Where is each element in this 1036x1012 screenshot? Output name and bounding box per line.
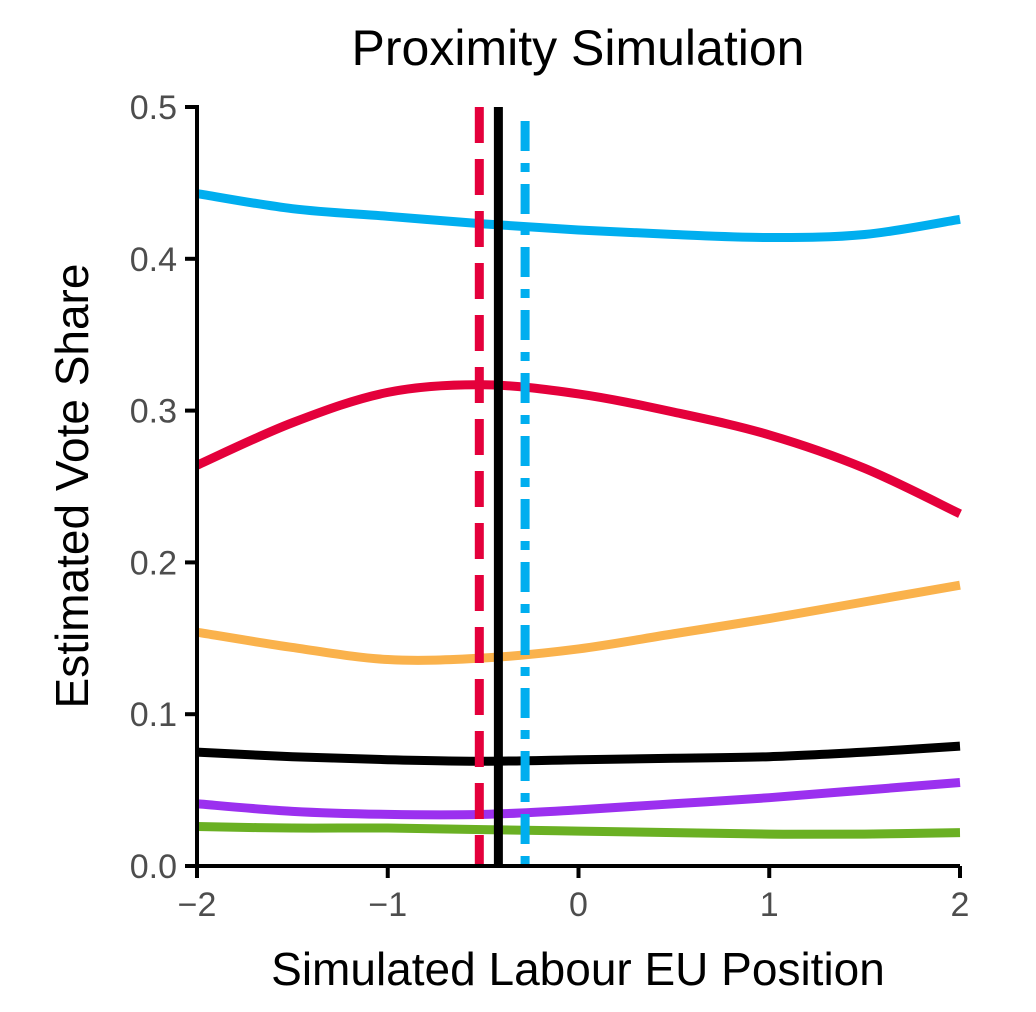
chart-title: Proximity Simulation <box>352 20 805 76</box>
series-line-2 <box>195 380 962 518</box>
reference-lines <box>474 107 530 866</box>
plot-area <box>195 189 962 839</box>
axes: 0.0 0.1 0.2 0.3 0.4 0.5 −2 −1 0 1 2 <box>130 89 970 924</box>
y-tick-label: 0.2 <box>130 544 177 582</box>
y-tick-label: 0.3 <box>130 393 177 431</box>
y-tick-label: 0.5 <box>130 89 177 127</box>
series-line-4 <box>196 741 961 766</box>
y-axis-title: Estimated Vote Share <box>46 264 98 709</box>
y-tick-label: 0.0 <box>130 848 177 886</box>
x-tick-label: 2 <box>951 886 970 924</box>
series-line-6 <box>196 822 961 839</box>
series-line-1 <box>196 189 961 243</box>
series-line-3 <box>196 580 961 665</box>
x-tick-label: 0 <box>569 886 588 924</box>
x-tick-label: −1 <box>368 886 407 924</box>
series-line-5 <box>196 778 961 820</box>
y-tick-label: 0.1 <box>130 696 177 734</box>
x-tick-label: 1 <box>760 886 779 924</box>
x-tick-label: −2 <box>178 886 217 924</box>
x-axis-title: Simulated Labour EU Position <box>271 943 885 995</box>
y-tick-label: 0.4 <box>130 241 177 279</box>
